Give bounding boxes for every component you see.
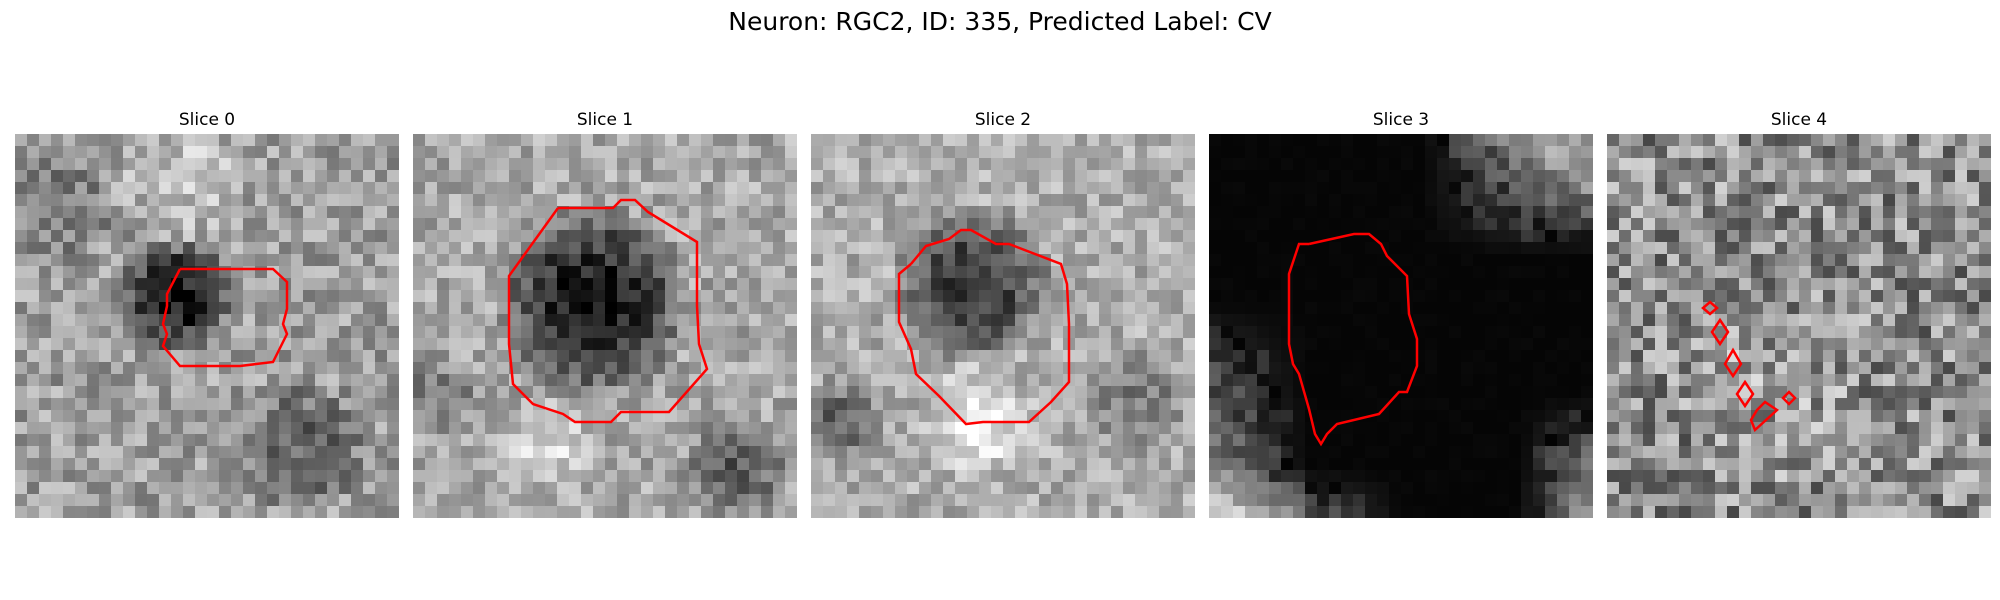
slice-title-1: Slice 1 bbox=[576, 110, 634, 130]
pixel-grid bbox=[15, 134, 399, 518]
slice-image-0 bbox=[15, 134, 399, 518]
slice-title-2: Slice 2 bbox=[974, 110, 1032, 130]
contour-outline bbox=[897, 228, 1071, 426]
contour-outline bbox=[161, 267, 289, 368]
contour-outline bbox=[1701, 300, 1719, 316]
contour-outline bbox=[1723, 347, 1743, 379]
figure-title: Neuron: RGC2, ID: 335, Predicted Label: … bbox=[728, 7, 1272, 36]
slice-title-4: Slice 4 bbox=[1770, 110, 1828, 130]
pixel-grid bbox=[1209, 134, 1593, 518]
pixel-grid bbox=[1607, 134, 1991, 518]
contour-outline bbox=[1749, 400, 1780, 433]
slice-image-4 bbox=[1607, 134, 1991, 518]
contour-outline bbox=[1710, 317, 1730, 347]
slice-title-3: Slice 3 bbox=[1372, 110, 1430, 130]
pixel-grid bbox=[413, 134, 797, 518]
contour-outline bbox=[1287, 232, 1419, 447]
contour-outline bbox=[507, 198, 709, 424]
slice-image-1 bbox=[413, 134, 797, 518]
contour-outline bbox=[1781, 390, 1797, 406]
contour-outline bbox=[1735, 379, 1755, 409]
slice-title-0: Slice 0 bbox=[178, 110, 236, 130]
pixel-grid bbox=[811, 134, 1195, 518]
slice-image-2 bbox=[811, 134, 1195, 518]
slice-image-3 bbox=[1209, 134, 1593, 518]
